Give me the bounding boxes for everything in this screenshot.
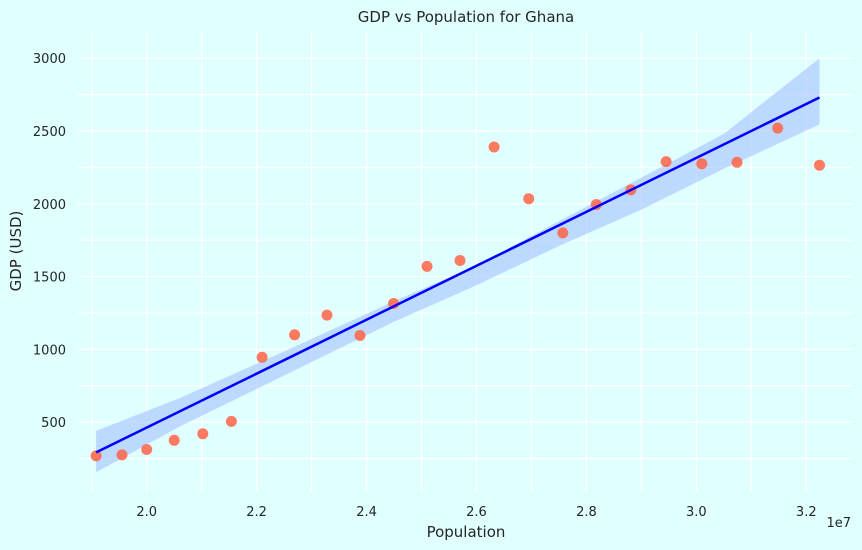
x-tick-label: 2.2 <box>246 505 267 520</box>
regression-line-layer <box>95 96 821 454</box>
y-tick-label: 500 <box>41 416 66 431</box>
data-point <box>289 329 301 341</box>
data-point <box>141 444 153 455</box>
chart-title: GDP vs Population for Ghana <box>358 8 574 26</box>
x-tick-labels: 2.0 2.2 2.4 2.6 2.8 3.0 3.2 <box>136 505 816 520</box>
data-point <box>225 415 237 427</box>
x-axis-offset-label: 1e7 <box>826 516 851 531</box>
data-point <box>488 141 500 153</box>
confidence-band <box>96 58 820 473</box>
y-tick-label: 2000 <box>33 198 66 213</box>
x-axis-label: Population <box>427 523 506 541</box>
data-point <box>321 309 333 321</box>
data-point <box>90 450 102 462</box>
x-tick-label: 2.4 <box>356 505 377 520</box>
data-point <box>523 193 535 205</box>
data-point <box>421 260 433 272</box>
x-tick-label: 2.0 <box>136 505 157 520</box>
confidence-band-layer <box>96 58 820 473</box>
data-point <box>731 156 743 168</box>
data-point <box>116 449 128 461</box>
x-tick-label: 3.0 <box>686 505 707 520</box>
data-point <box>454 255 466 266</box>
y-tick-label: 1500 <box>33 271 66 286</box>
y-tick-label: 2500 <box>33 125 66 140</box>
data-point <box>772 122 784 134</box>
data-point <box>256 351 268 363</box>
y-axis-label: GDP (USD) <box>7 211 25 292</box>
data-point <box>168 434 180 446</box>
y-tick-labels: 500 1000 1500 2000 2500 3000 <box>33 52 66 431</box>
data-point <box>660 156 672 168</box>
x-tick-label: 2.6 <box>466 505 487 520</box>
points-layer <box>90 122 825 462</box>
data-point <box>197 428 209 440</box>
y-tick-label: 1000 <box>33 343 66 358</box>
regression-line <box>95 96 821 454</box>
x-tick-label: 2.8 <box>576 505 597 520</box>
x-tick-label: 3.2 <box>796 505 817 520</box>
data-point <box>814 159 825 171</box>
data-point <box>354 330 366 341</box>
y-tick-label: 3000 <box>33 52 66 67</box>
data-point <box>696 158 708 170</box>
data-point <box>557 227 569 239</box>
